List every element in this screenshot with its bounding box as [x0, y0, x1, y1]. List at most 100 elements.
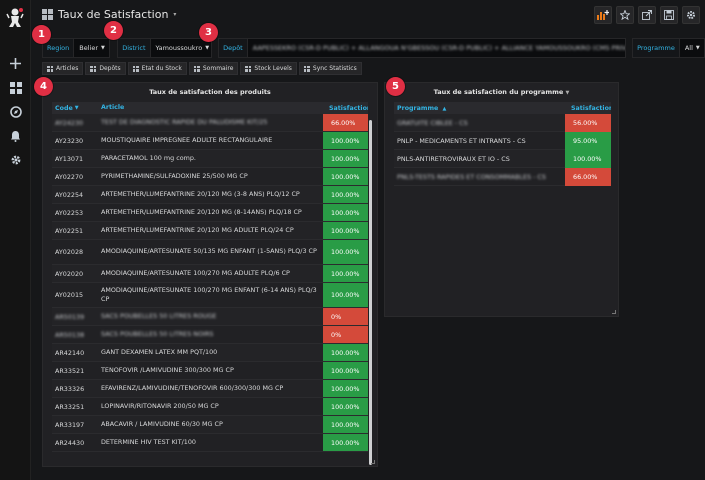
dashboard-title[interactable]: Taux de Satisfaction ▾: [42, 8, 176, 21]
column-header-programme[interactable]: Programme ▲: [394, 105, 565, 112]
cell-programme: GRATUITE CIBLEE - CS: [397, 118, 468, 127]
table-row: AR50139 SACS POUBELLES 50 LITRES ROUGE 0%: [52, 308, 368, 326]
plus-icon[interactable]: [8, 56, 23, 71]
template-variables: Region Belier ▼ District Yamoussoukro ▼ …: [42, 38, 705, 58]
cell-code: AR50138: [55, 330, 85, 339]
panel-resize-handle[interactable]: [612, 310, 616, 314]
cell-satisfaction: 56.00%: [565, 113, 611, 132]
panel-title[interactable]: Taux de satisfaction du programme ▼: [385, 85, 618, 99]
cell-programme: PNLS-TESTS RAPIDES ET CONSOMMABLES - CS: [397, 172, 546, 181]
programme-select[interactable]: All ▼: [679, 38, 705, 58]
cell-code: AR33197: [55, 420, 85, 429]
save-icon[interactable]: [660, 6, 678, 24]
cell-satisfaction: 100.00%: [323, 283, 368, 307]
cell-satisfaction: 100.00%: [323, 150, 368, 167]
table-row: AY02254 ARTEMETHER/LUMEFANTRINE 20/120 MG…: [52, 186, 368, 204]
cell-satisfaction: 100.00%: [323, 380, 368, 397]
cell-article: TENOFOVIR /LAMIVUDINE 300/300 MG CP: [101, 365, 234, 374]
cell-satisfaction: 100.00%: [323, 344, 368, 361]
step-badge-2: 2: [104, 21, 123, 40]
chevron-down-icon: ▾: [173, 11, 177, 18]
share-icon[interactable]: [638, 6, 656, 24]
panel-title[interactable]: Taux de satisfaction des produits: [149, 88, 271, 96]
star-icon[interactable]: [616, 6, 634, 24]
caret-down-icon: ▼: [205, 45, 210, 51]
table-row: PNLS-TESTS RAPIDES ET CONSOMMABLES - CS 6…: [394, 167, 611, 186]
link-depots[interactable]: Depôts: [85, 62, 126, 75]
panel-resize-handle[interactable]: [371, 460, 375, 464]
cell-code: AY02254: [55, 190, 84, 199]
cell-code: AY02270: [55, 172, 84, 181]
dashboard-link-icon: [90, 65, 97, 72]
link-label: Etat du Stock: [141, 65, 182, 72]
cell-satisfaction: 100.00%: [323, 186, 368, 203]
products-satisfaction-panel: Taux de satisfaction des produits Code ▼…: [42, 82, 378, 467]
cell-code: AR33521: [55, 366, 85, 375]
panel-title-text: Taux de satisfaction du programme: [433, 88, 564, 96]
table-header: Code ▼ Article Satisfaction: [52, 102, 368, 114]
link-etat-du-stock[interactable]: Etat du Stock: [127, 62, 187, 75]
dashboard-link-icon: [47, 65, 53, 72]
cell-code: AR50139: [55, 312, 85, 321]
column-header-satisfaction[interactable]: Satisfaction: [571, 104, 611, 112]
cell-article: AMODIAQUINE/ARTESUNATE 100/270 MG ENFANT…: [101, 285, 317, 303]
depot-value: AAPESSEKRO (CSR-D PUBLIC) + ALLANGOUA N'…: [252, 44, 627, 52]
region-label: Region: [42, 38, 75, 58]
table-row: AY02028 AMODIAQUINE/ARTESUNATE 50/135 MG …: [52, 240, 368, 265]
district-select[interactable]: Yamoussoukro ▼: [150, 38, 213, 58]
column-header-code[interactable]: Code ▼: [52, 105, 98, 112]
sort-desc-icon: ▼: [74, 105, 79, 111]
link-label: Depôts: [99, 65, 121, 72]
cell-satisfaction: 0%: [323, 308, 368, 325]
link-sommaire[interactable]: Sommaire: [188, 62, 239, 75]
programme-satisfaction-panel: Taux de satisfaction du programme ▼ Prog…: [384, 82, 619, 317]
dashboard-grid-icon: [42, 9, 53, 20]
explore-icon[interactable]: [8, 104, 23, 119]
add-panel-icon[interactable]: [594, 6, 612, 24]
table-row: AR33521 TENOFOVIR /LAMIVUDINE 300/300 MG …: [52, 362, 368, 380]
column-header-article[interactable]: Article: [101, 104, 125, 112]
region-select[interactable]: Belier ▼: [74, 38, 110, 58]
scrollbar[interactable]: [369, 120, 372, 465]
dashboard-link-icon: [303, 65, 310, 72]
table-row: AY02253 ARTEMETHER/LUMEFANTRINE 20/120 MG…: [52, 204, 368, 222]
dashboard-link-icon: [193, 65, 200, 72]
cell-satisfaction: 100.00%: [323, 434, 368, 451]
settings-icon[interactable]: [682, 6, 700, 24]
depot-select[interactable]: AAPESSEKRO (CSR-D PUBLIC) + ALLANGOUA N'…: [247, 38, 627, 58]
table-row: AY02270 PYRIMETHAMINE/SULFADOXINE 25/500 …: [52, 168, 368, 186]
cell-code: AY23230: [55, 136, 84, 145]
step-badge-5: 5: [386, 77, 405, 96]
cell-code: AY24230: [55, 118, 84, 127]
dashboards-icon[interactable]: [8, 80, 23, 95]
link-label: Sommaire: [202, 65, 234, 72]
cell-satisfaction: 66.00%: [323, 114, 368, 131]
bell-icon[interactable]: [8, 128, 23, 143]
cell-satisfaction: 100.00%: [323, 240, 368, 264]
grafana-logo[interactable]: [6, 6, 25, 28]
cell-code: AY13071: [55, 154, 84, 163]
link-articles[interactable]: Articles: [42, 62, 84, 75]
cell-satisfaction: 66.00%: [565, 167, 611, 186]
cell-satisfaction: 95.00%: [565, 131, 611, 150]
column-header-satisfaction[interactable]: Satisfaction: [329, 104, 368, 112]
programme-table-body: GRATUITE CIBLEE - CS 56.00% PNLP - MEDICAM…: [394, 113, 611, 186]
district-label: District: [117, 38, 151, 58]
table-row: AR24430 DETERMINE HIV TEST KIT/100 100.00%: [52, 434, 368, 452]
header-label: Code: [55, 104, 73, 112]
cell-code: AY02253: [55, 208, 84, 217]
programme-table: Programme ▲ Satisfaction GRATUITE CIBLEE…: [394, 102, 611, 313]
district-value: Yamoussoukro: [155, 44, 203, 52]
table-row: AY02251 ARTEMETHER/LUMEFANTRINE 20/120 MG…: [52, 222, 368, 240]
table-row: AY13071 PARACETAMOL 100 mg comp. 100.00%: [52, 150, 368, 168]
products-table-body: AY24230 TEST DE DIAGNOSTIC RAPIDE DU PALU…: [52, 114, 368, 452]
dashboard-link-icon: [132, 65, 139, 72]
gear-icon[interactable]: [8, 152, 23, 167]
link-stock-levels[interactable]: Stock Levels: [240, 62, 297, 75]
link-sync-statistics[interactable]: Sync Statistics: [298, 62, 362, 75]
cell-satisfaction: 100.00%: [323, 398, 368, 415]
table-row: AY23230 MOUSTIQUAIRE IMPREGNEE ADULTE REC…: [52, 132, 368, 150]
cell-article: SACS POUBELLES 50 LITRES NOIRS: [101, 329, 214, 338]
cell-code: AR42140: [55, 348, 85, 357]
table-row: PNLS-ANTIRETROVIRAUX ET IO - CS 100.00%: [394, 149, 611, 168]
